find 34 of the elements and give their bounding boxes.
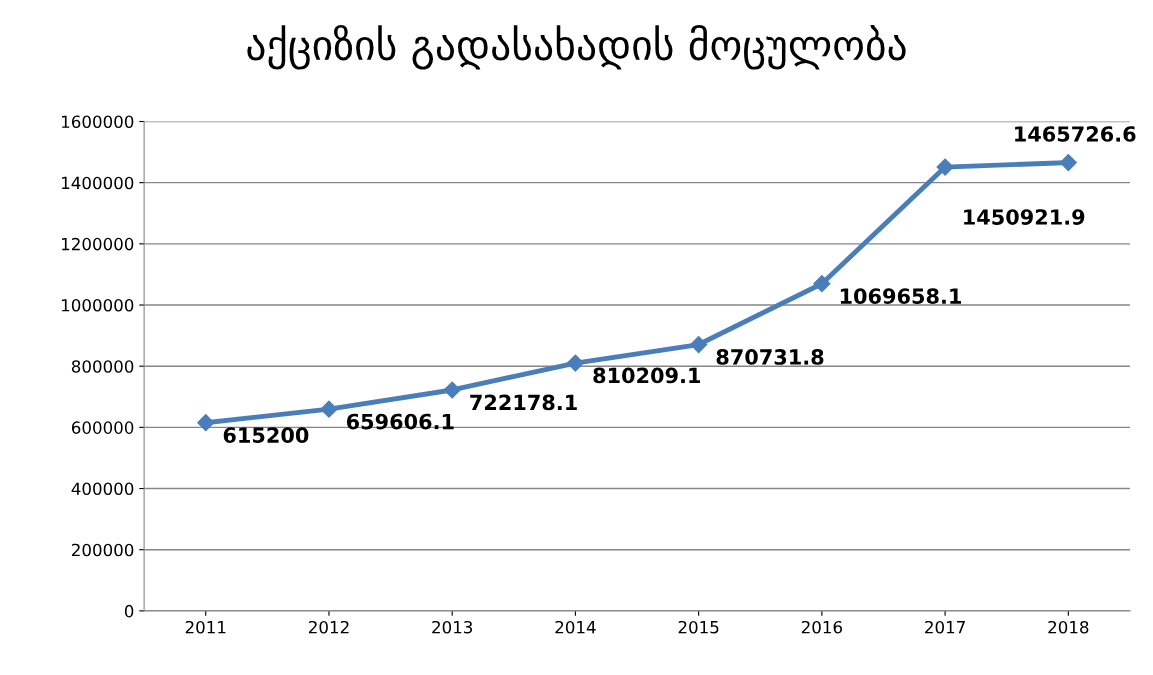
y-tick-label: 1000000: [62, 298, 134, 312]
data-label: 870731.8: [716, 349, 824, 365]
point: [936, 158, 954, 176]
data-label: 722178.1: [470, 394, 577, 411]
data-label: 659606.1: [346, 413, 454, 430]
data-label: 1450921.9: [964, 209, 1085, 225]
point: [690, 336, 708, 354]
point: [320, 400, 338, 418]
x-tick-label: 2018: [1048, 620, 1089, 634]
point: [443, 381, 461, 399]
point: [197, 414, 215, 432]
chart-title: აქციზის გადასახადის მოცულობა: [247, 24, 906, 70]
y-tick-label: 600000: [71, 421, 134, 434]
y-tick-label: 800000: [71, 360, 134, 373]
data-label: 1069658.1: [840, 288, 961, 304]
x-tick-label: 2013: [432, 620, 473, 634]
y-tick-label: 0: [124, 604, 134, 618]
y-tick-label: 200000: [72, 543, 134, 557]
y-tick-label: 1400000: [62, 176, 134, 190]
x-tick-label: 2011: [185, 620, 226, 634]
y-tick-label: 400000: [71, 482, 134, 496]
point: [566, 354, 584, 372]
data-label: 810209.1: [593, 367, 701, 384]
y-tick-label: 1600000: [62, 115, 134, 129]
point: [813, 275, 831, 293]
data-label: 1465726.6: [1015, 126, 1136, 142]
x-tick-label: 2017: [925, 620, 965, 634]
x-tick-label: 2015: [678, 620, 719, 634]
x-tick-label: 2012: [308, 620, 349, 634]
x-tick-label: 2016: [801, 620, 843, 634]
y-tick-label: 1200000: [62, 237, 134, 251]
data-label: 615200: [223, 427, 309, 443]
x-tick-label: 2014: [555, 620, 596, 634]
point: [1059, 154, 1077, 172]
